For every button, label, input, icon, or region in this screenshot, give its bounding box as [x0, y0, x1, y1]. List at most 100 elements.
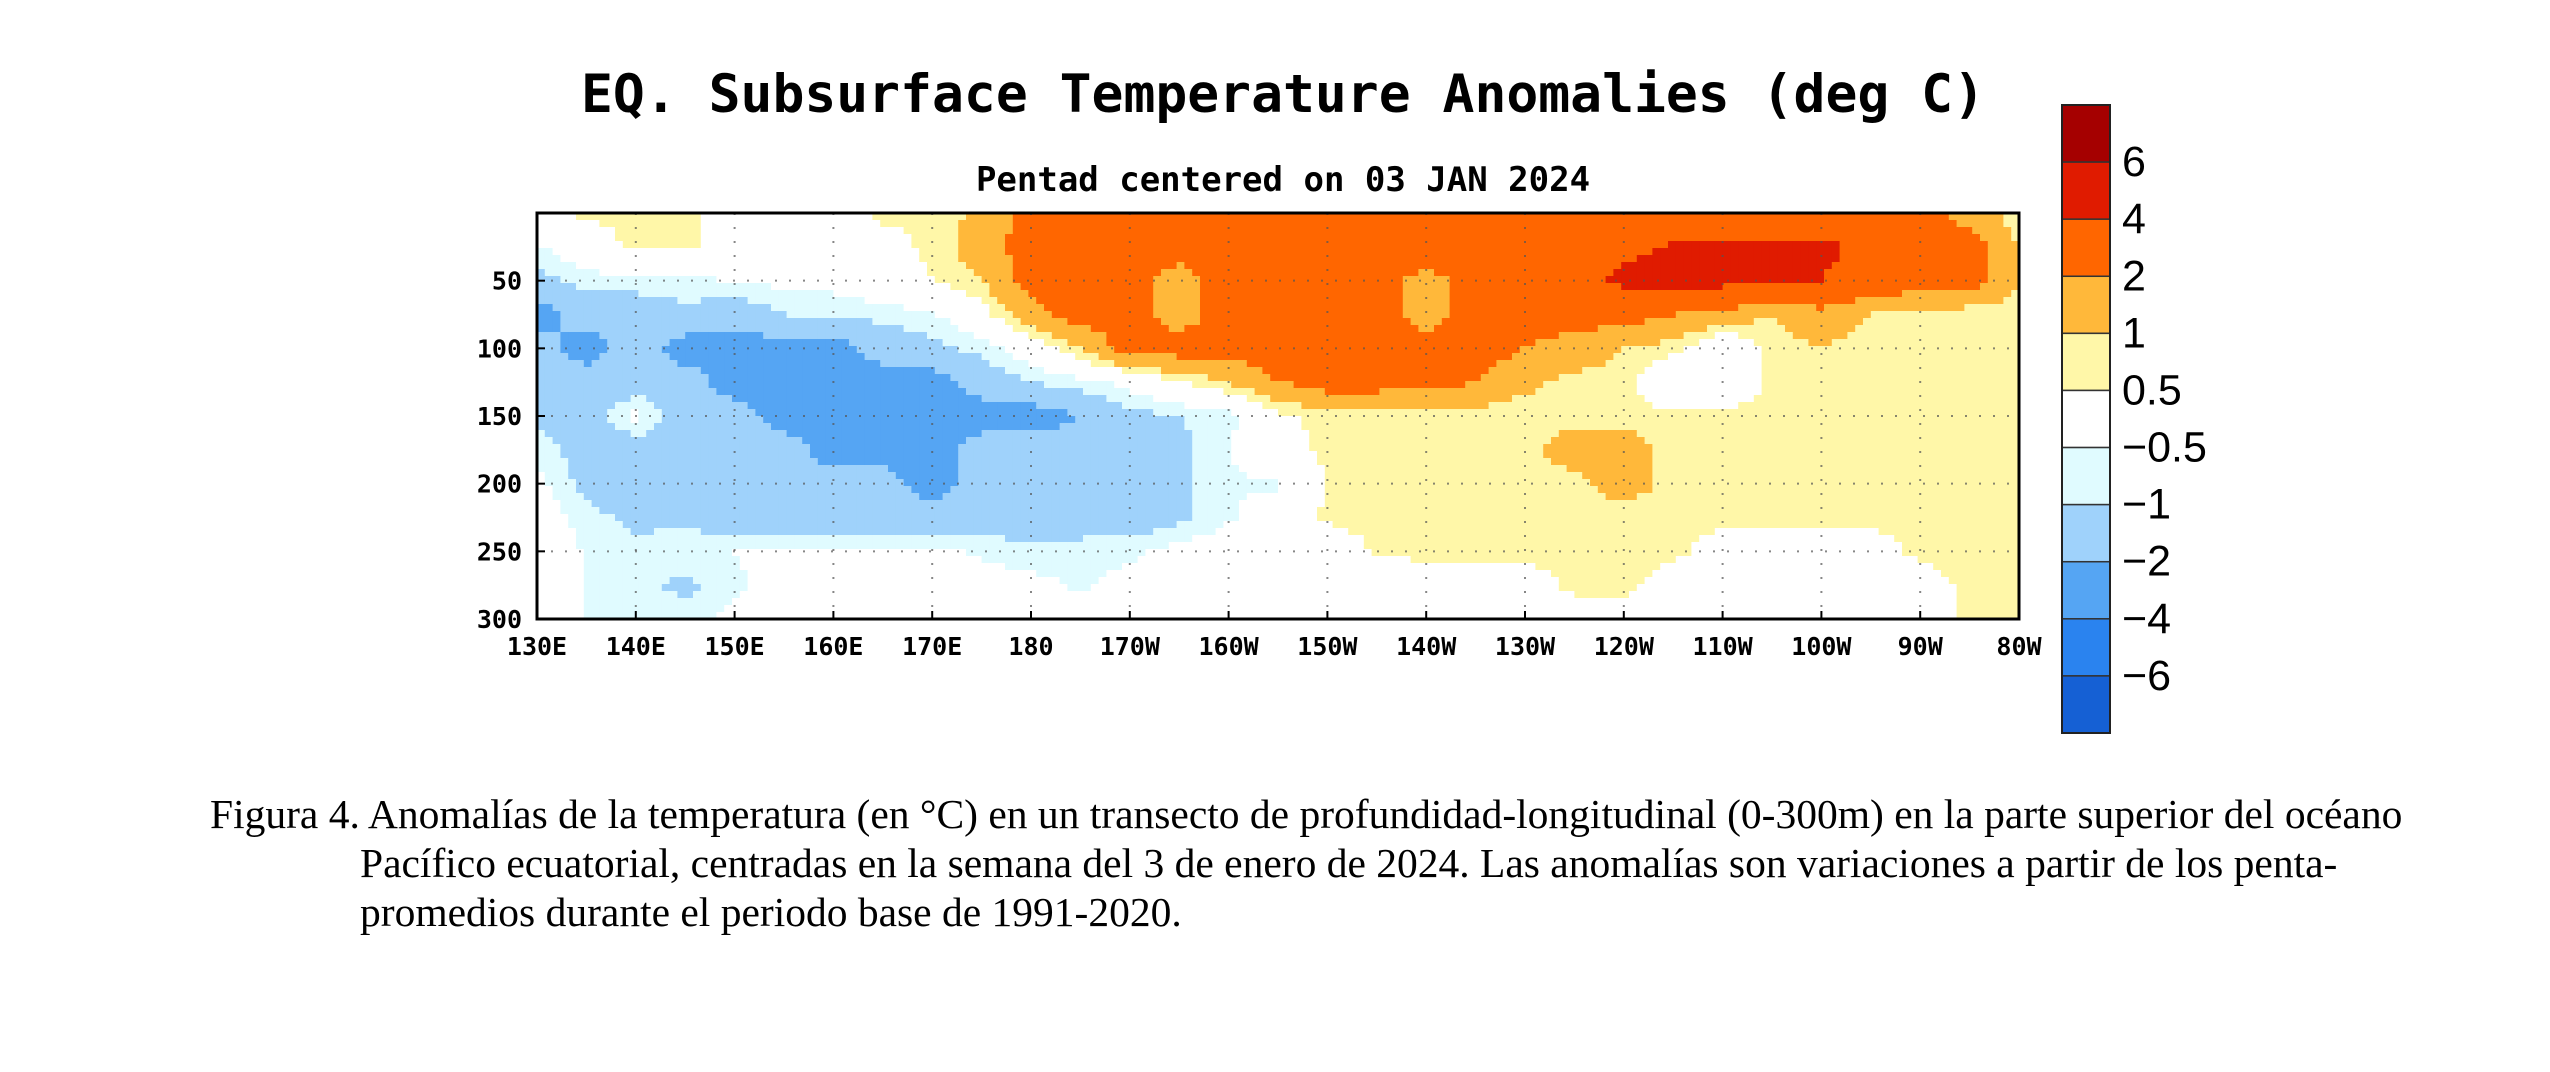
heatmap-cell: [1301, 318, 1310, 326]
heatmap-cell: [1574, 213, 1583, 221]
heatmap-cell: [1675, 262, 1685, 270]
heatmap-cell: [1434, 304, 1443, 312]
heatmap-cell: [1574, 353, 1583, 361]
heatmap-cell: [622, 269, 632, 277]
heatmap-cell: [1597, 311, 1607, 319]
heatmap-cell: [1457, 220, 1466, 228]
heatmap-cell: [1254, 276, 1264, 284]
heatmap-cell: [1285, 255, 1295, 263]
heatmap-cell: [989, 248, 998, 256]
heatmap-cell: [1363, 367, 1373, 375]
heatmap-cell: [1980, 339, 1989, 347]
heatmap-cell: [958, 388, 967, 396]
heatmap-cell: [1855, 276, 1864, 284]
heatmap-cell: [583, 339, 593, 347]
heatmap-cell: [1207, 234, 1217, 242]
heatmap-cell: [1293, 304, 1303, 312]
heatmap-cell: [630, 374, 640, 382]
heatmap-cell: [677, 325, 686, 333]
heatmap-cell: [1691, 269, 1700, 277]
heatmap-cell: [958, 213, 967, 221]
heatmap-cell: [1746, 388, 1755, 396]
heatmap-cell: [716, 353, 725, 361]
heatmap-cell: [1917, 255, 1927, 263]
heatmap-cell: [1441, 339, 1451, 347]
heatmap-cell: [903, 318, 913, 326]
heatmap-cell: [1972, 213, 1981, 221]
heatmap-cell: [771, 255, 780, 263]
heatmap-cell: [1816, 381, 1825, 389]
heatmap-cell: [927, 276, 936, 284]
heatmap-cell: [1699, 381, 1708, 389]
heatmap-cell: [1613, 220, 1622, 228]
heatmap-cell: [1660, 220, 1669, 228]
heatmap-cell: [927, 332, 936, 340]
heatmap-cell: [1317, 325, 1326, 333]
heatmap-cell: [568, 248, 577, 256]
heatmap-cell: [1785, 297, 1794, 305]
heatmap-cell: [1816, 325, 1825, 333]
heatmap-cell: [763, 332, 772, 340]
heatmap-cell: [716, 339, 725, 347]
heatmap-cell: [1410, 276, 1420, 284]
heatmap-cell: [1816, 241, 1825, 249]
heatmap-cell: [872, 353, 881, 361]
heatmap-cell: [1090, 262, 1100, 270]
heatmap-cell: [1075, 374, 1084, 382]
heatmap-cell: [1636, 339, 1646, 347]
heatmap-cell: [1114, 388, 1123, 396]
heatmap-cell: [1044, 381, 1053, 389]
heatmap-cell: [1613, 227, 1622, 235]
heatmap-cell: [1878, 360, 1888, 368]
heatmap-cell: [1153, 248, 1162, 256]
heatmap-cell: [1005, 213, 1014, 221]
heatmap-cell: [1262, 269, 1271, 277]
heatmap-cell: [1434, 325, 1443, 333]
heatmap-cell: [732, 395, 741, 403]
heatmap-cell: [1246, 213, 1256, 221]
heatmap-cell: [1941, 248, 1950, 256]
heatmap-cell: [981, 360, 991, 368]
heatmap-cell: [825, 374, 835, 382]
heatmap-cell: [646, 346, 655, 354]
heatmap-cell: [568, 227, 577, 235]
heatmap-cell: [1441, 367, 1451, 375]
heatmap-cell: [934, 283, 944, 291]
heatmap-cell: [778, 241, 788, 249]
heatmap-cell: [622, 353, 632, 361]
heatmap-cell: [1090, 220, 1100, 228]
heatmap-cell: [591, 367, 601, 375]
heatmap-cell: [1792, 227, 1802, 235]
heatmap-cell: [1512, 220, 1521, 228]
heatmap-cell: [1410, 388, 1420, 396]
heatmap-cell: [1067, 374, 1076, 382]
heatmap-cell: [747, 346, 757, 354]
heatmap-cell: [1122, 367, 1131, 375]
heatmap-cell: [1457, 381, 1466, 389]
heatmap-cell: [537, 234, 546, 242]
heatmap-cell: [1847, 374, 1856, 382]
heatmap-cell: [966, 304, 975, 312]
heatmap-cell: [1761, 381, 1771, 389]
heatmap-cell: [911, 388, 920, 396]
heatmap-cell: [1941, 346, 1950, 354]
heatmap-cell: [841, 262, 850, 270]
heatmap-cell: [895, 360, 905, 368]
heatmap-cell: [1215, 367, 1225, 375]
heatmap-cell: [989, 255, 998, 263]
heatmap-cell: [1933, 262, 1942, 270]
heatmap-cell: [1785, 381, 1794, 389]
heatmap-cell: [747, 395, 757, 403]
heatmap-cell: [1051, 325, 1061, 333]
heatmap-cell: [708, 241, 718, 249]
heatmap-cell: [856, 318, 866, 326]
heatmap-cell: [934, 332, 944, 340]
heatmap-cell: [1340, 353, 1349, 361]
heatmap-cell: [1878, 234, 1888, 242]
heatmap-cell: [1808, 227, 1817, 235]
heatmap-cell: [911, 367, 920, 375]
heatmap-cell: [1083, 276, 1092, 284]
heatmap-cell: [654, 248, 663, 256]
heatmap-cell: [880, 367, 889, 375]
heatmap-cell: [1691, 367, 1700, 375]
